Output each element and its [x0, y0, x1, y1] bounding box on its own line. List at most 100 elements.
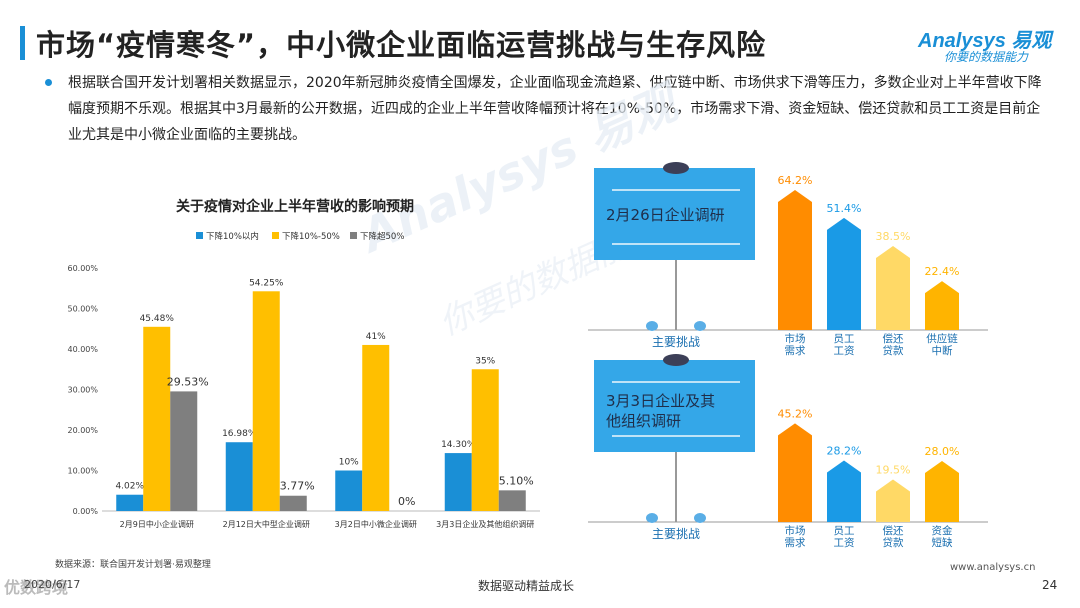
axis-dot-icon	[694, 513, 706, 523]
bar	[827, 460, 861, 522]
x-tick-label: 员工	[834, 525, 855, 537]
data-label: 35%	[475, 356, 495, 366]
axis-dot-icon	[646, 513, 658, 523]
chart-title: 关于疫情对企业上半年营收的影响预期	[176, 198, 414, 215]
legend-swatch	[272, 232, 279, 239]
bullet-icon	[45, 79, 52, 86]
x-tick-label: 偿还	[883, 332, 904, 345]
x-tick-label: 工资	[834, 345, 855, 357]
survey-card-title: 2月26日企业调研	[606, 206, 725, 224]
y-tick-label: 50.00%	[67, 305, 98, 314]
data-label: 5.10%	[499, 474, 534, 487]
y-tick-label: 30.00%	[67, 386, 98, 395]
bar	[925, 460, 959, 522]
data-label: 10%	[339, 458, 359, 468]
survey-card-title: 他组织调研	[606, 412, 681, 430]
footer-slogan: 数据驱动精益成长	[478, 579, 575, 593]
y-tick-label: 10.00%	[67, 467, 98, 476]
bar	[876, 479, 910, 522]
bar	[225, 442, 253, 511]
bar	[471, 369, 499, 511]
legend-label: 下降10%-50%	[282, 231, 340, 242]
legend-label: 下降10%以内	[206, 231, 259, 242]
y-tick-label: 20.00%	[67, 426, 98, 435]
x-tick-label: 供应链	[926, 332, 958, 345]
legend-swatch	[350, 232, 357, 239]
bar	[116, 494, 144, 511]
footer-date: 2020/6/17	[24, 578, 81, 591]
x-tick-label: 需求	[785, 537, 806, 549]
bar	[925, 281, 959, 330]
bar	[444, 453, 472, 511]
data-source: 数据来源：联合国开发计划署·易观整理	[55, 560, 211, 570]
y-tick-label: 60.00%	[67, 264, 98, 273]
brand-logo: Analysys 易观 你要的数据能力	[918, 22, 1058, 66]
bar	[778, 190, 812, 330]
data-label: 28.0%	[925, 445, 960, 458]
title-accent-bar	[20, 26, 25, 60]
x-tick-label: 短缺	[932, 536, 953, 549]
bar	[279, 495, 307, 511]
x-axis-title: 主要挑战	[652, 335, 700, 349]
data-label: 0%	[398, 495, 415, 508]
bar	[827, 217, 861, 330]
corner-watermark: 优数跨境	[4, 578, 69, 597]
bar	[335, 470, 363, 511]
data-label: 54.25%	[249, 278, 284, 288]
x-tick-label: 偿还	[883, 524, 904, 537]
data-label: 3.77%	[280, 480, 315, 493]
bar	[876, 246, 910, 330]
x-tick-label: 2月12日大中型企业调研	[223, 519, 310, 529]
footer-url[interactable]: www.analysys.cn	[950, 562, 1036, 573]
y-tick-label: 40.00%	[67, 345, 98, 354]
intro-paragraph: 根据联合国开发计划署相关数据显示，2020年新冠肺炎疫情全国爆发，企业面临现金流…	[68, 75, 1042, 143]
bar	[143, 326, 171, 511]
card-pin-icon	[663, 162, 689, 174]
x-tick-label: 中断	[932, 344, 953, 357]
data-label: 41%	[366, 332, 386, 342]
x-tick-label: 员工	[834, 333, 855, 345]
data-label: 45.2%	[778, 407, 813, 420]
data-label: 19.5%	[876, 463, 911, 476]
data-label: 28.2%	[827, 445, 862, 458]
data-label: 4.02%	[115, 482, 144, 492]
page-title: 市场“疫情寒冬”，中小微企业面临运营挑战与生存风险	[36, 28, 767, 62]
data-label: 29.53%	[167, 375, 209, 388]
card-pin-icon	[663, 354, 689, 366]
survey-card-title: 3月3日企业及其	[606, 392, 715, 410]
bar	[498, 490, 526, 511]
data-label: 22.4%	[925, 265, 960, 278]
x-tick-label: 市场	[785, 524, 806, 537]
data-label: 64.2%	[778, 174, 813, 187]
y-tick-label: 0.00%	[73, 507, 99, 516]
x-tick-label: 市场	[785, 332, 806, 345]
bar	[778, 423, 812, 522]
data-label: 16.98%	[222, 429, 257, 439]
legend-swatch	[196, 232, 203, 239]
x-tick-label: 资金	[932, 524, 953, 537]
x-tick-label: 2月9日中小企业调研	[120, 519, 194, 529]
x-tick-label: 工资	[834, 537, 855, 549]
legend-label: 下降超50%	[360, 231, 404, 242]
data-label: 38.5%	[876, 230, 911, 243]
page-number: 24	[1042, 578, 1058, 592]
data-label: 14.30%	[441, 440, 476, 450]
data-label: 51.4%	[827, 202, 862, 215]
x-tick-label: 3月3日企业及其他组织调研	[436, 519, 534, 529]
axis-dot-icon	[646, 321, 658, 331]
data-label: 45.48%	[140, 314, 175, 324]
bar	[170, 391, 198, 511]
x-tick-label: 贷款	[883, 536, 904, 549]
x-tick-label: 需求	[785, 345, 806, 357]
x-tick-label: 贷款	[883, 344, 904, 357]
x-tick-label: 3月2日中小微企业调研	[335, 519, 417, 529]
bar	[362, 344, 390, 511]
logo-main-text: Analysys 易观	[918, 30, 1052, 52]
bar	[252, 291, 280, 511]
x-axis-title: 主要挑战	[652, 527, 700, 541]
logo-sub-text: 你要的数据能力	[944, 50, 1029, 64]
axis-dot-icon	[694, 321, 706, 331]
